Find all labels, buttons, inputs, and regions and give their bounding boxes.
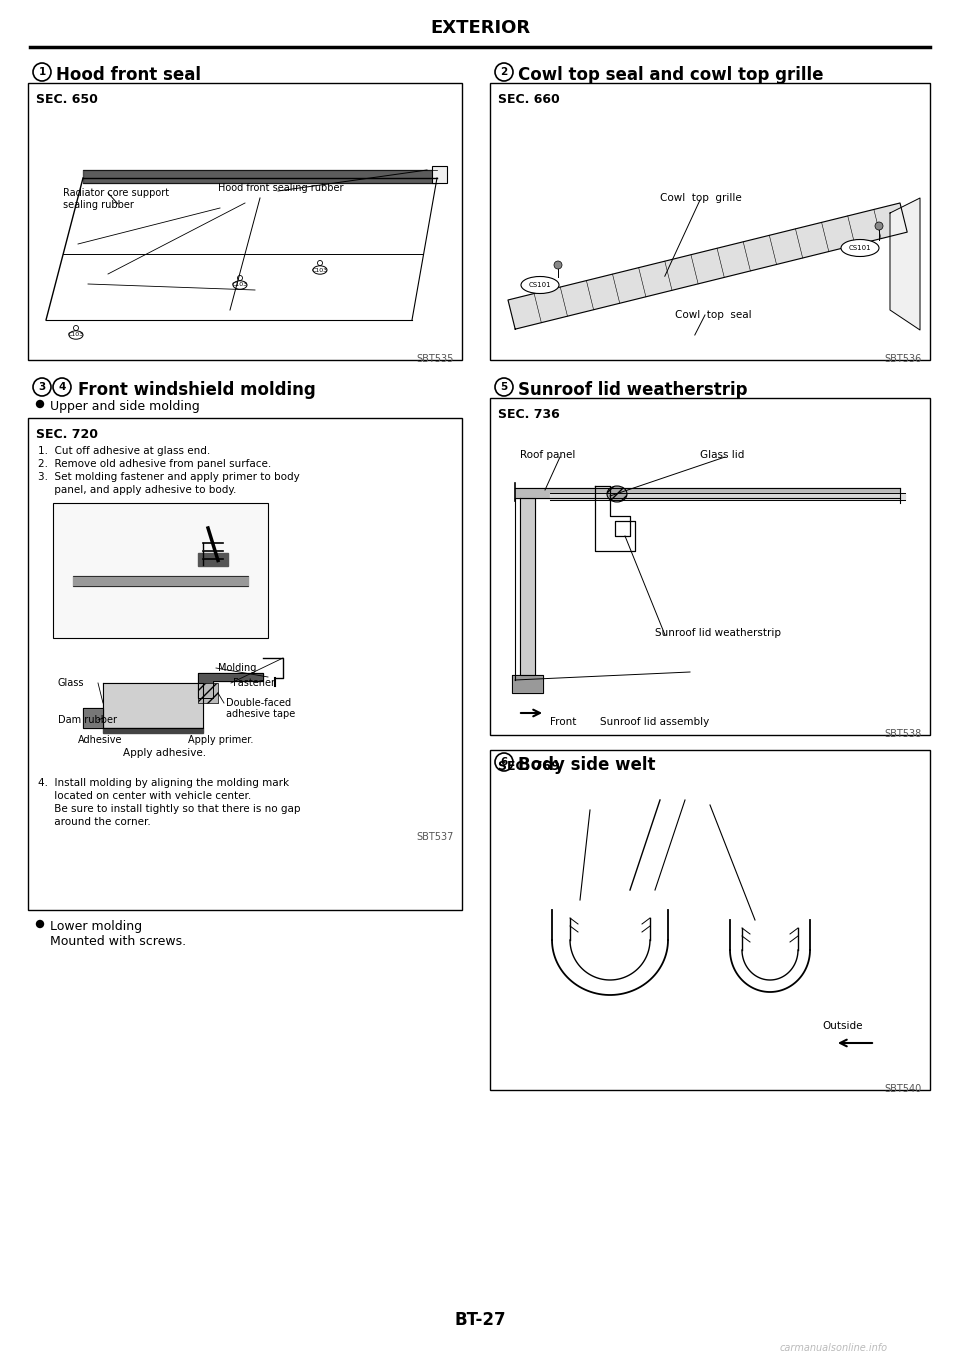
Text: 3: 3 — [38, 382, 46, 392]
Text: Cowl top seal and cowl top grille: Cowl top seal and cowl top grille — [518, 67, 824, 84]
Text: SBT538: SBT538 — [885, 729, 922, 739]
Polygon shape — [198, 674, 263, 698]
Text: EXTERIOR: EXTERIOR — [430, 19, 530, 37]
Text: Hood front sealing rubber: Hood front sealing rubber — [218, 183, 344, 193]
Text: Upper and side molding: Upper and side molding — [50, 401, 200, 413]
Text: 1: 1 — [38, 67, 46, 77]
Ellipse shape — [841, 239, 879, 257]
Text: C103: C103 — [68, 333, 84, 338]
Polygon shape — [103, 683, 203, 728]
Polygon shape — [550, 493, 905, 500]
Text: panel, and apply adhesive to body.: panel, and apply adhesive to body. — [38, 485, 236, 496]
Text: Cowl  top  seal: Cowl top seal — [675, 310, 752, 320]
Bar — [198, 683, 218, 703]
Text: adhesive tape: adhesive tape — [226, 709, 296, 718]
Polygon shape — [198, 553, 228, 565]
Text: Radiator core support: Radiator core support — [63, 187, 169, 198]
Text: Front: Front — [550, 717, 576, 727]
Text: 6: 6 — [500, 756, 508, 767]
Circle shape — [36, 401, 43, 407]
Circle shape — [554, 261, 562, 269]
Text: Apply primer.: Apply primer. — [188, 735, 253, 746]
Text: Sunroof lid weatherstrip: Sunroof lid weatherstrip — [518, 382, 748, 399]
Text: SEC. 720: SEC. 720 — [36, 428, 98, 441]
Text: SBT537: SBT537 — [417, 832, 454, 842]
Text: SBT540: SBT540 — [885, 1084, 922, 1095]
Text: Fastener: Fastener — [233, 678, 275, 689]
Text: Glass: Glass — [58, 678, 84, 689]
Bar — [490, 398, 930, 735]
Text: Outside: Outside — [822, 1021, 862, 1031]
Text: 5: 5 — [500, 382, 508, 392]
Text: Sunroof lid weatherstrip: Sunroof lid weatherstrip — [655, 627, 781, 638]
Text: Glass lid: Glass lid — [700, 449, 744, 460]
Text: Apply adhesive.: Apply adhesive. — [123, 748, 206, 758]
Text: SEC. 650: SEC. 650 — [36, 92, 98, 106]
Text: Hood front seal: Hood front seal — [56, 67, 201, 84]
Text: Body side welt: Body side welt — [518, 756, 656, 774]
Text: Double-faced: Double-faced — [226, 698, 291, 708]
Text: carmanualsonline.info: carmanualsonline.info — [780, 1343, 888, 1353]
Ellipse shape — [69, 331, 83, 340]
Text: CS101: CS101 — [849, 244, 872, 251]
Circle shape — [36, 921, 43, 928]
Text: Molding: Molding — [218, 663, 256, 674]
Text: Roof panel: Roof panel — [520, 449, 575, 460]
Bar — [490, 750, 930, 1090]
Text: C103: C103 — [232, 282, 248, 288]
Circle shape — [875, 221, 883, 230]
Text: 2.  Remove old adhesive from panel surface.: 2. Remove old adhesive from panel surfac… — [38, 459, 272, 469]
Text: SEC. 660: SEC. 660 — [498, 92, 560, 106]
Polygon shape — [515, 488, 900, 498]
Text: SEC. 736: SEC. 736 — [498, 407, 560, 421]
Text: BT-27: BT-27 — [454, 1310, 506, 1329]
Ellipse shape — [521, 277, 559, 293]
Bar — [28, 83, 462, 360]
Bar — [28, 418, 462, 910]
Text: Be sure to install tightly so that there is no gap: Be sure to install tightly so that there… — [38, 804, 300, 813]
Polygon shape — [508, 202, 907, 329]
Polygon shape — [103, 728, 203, 733]
Text: located on center with vehicle center.: located on center with vehicle center. — [38, 790, 252, 801]
Bar — [53, 502, 268, 638]
Polygon shape — [520, 498, 535, 675]
Polygon shape — [890, 198, 920, 330]
Text: Dam rubber: Dam rubber — [58, 716, 117, 725]
Text: 4: 4 — [59, 382, 65, 392]
Ellipse shape — [233, 281, 247, 289]
Bar — [432, 166, 447, 183]
Text: around the corner.: around the corner. — [38, 818, 151, 827]
Text: Sunroof lid assembly: Sunroof lid assembly — [600, 717, 709, 727]
Text: SBT535: SBT535 — [417, 354, 454, 364]
Polygon shape — [512, 675, 543, 693]
Text: Front windshield molding: Front windshield molding — [78, 382, 316, 399]
Text: Adhesive: Adhesive — [78, 735, 123, 746]
Ellipse shape — [313, 266, 327, 274]
Text: sealing rubber: sealing rubber — [63, 200, 133, 210]
Polygon shape — [83, 708, 103, 728]
Text: 2: 2 — [500, 67, 508, 77]
Text: C103: C103 — [312, 268, 328, 273]
Ellipse shape — [607, 486, 627, 502]
Text: 4.  Install molding by aligning the molding mark: 4. Install molding by aligning the moldi… — [38, 778, 289, 788]
Bar — [490, 83, 930, 360]
Text: Lower molding: Lower molding — [50, 919, 142, 933]
Text: Cowl  top  grille: Cowl top grille — [660, 193, 742, 202]
Text: 3.  Set molding fastener and apply primer to body: 3. Set molding fastener and apply primer… — [38, 473, 300, 482]
Text: SBT536: SBT536 — [885, 354, 922, 364]
Text: Mounted with screws.: Mounted with screws. — [50, 936, 186, 948]
Text: SEC. 769: SEC. 769 — [498, 760, 560, 773]
Text: CS101: CS101 — [529, 282, 551, 288]
Text: 1.  Cut off adhesive at glass end.: 1. Cut off adhesive at glass end. — [38, 445, 210, 456]
